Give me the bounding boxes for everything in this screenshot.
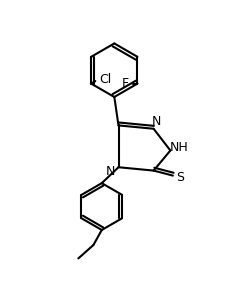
Text: F: F xyxy=(122,77,129,90)
Text: S: S xyxy=(176,171,184,184)
Text: N: N xyxy=(105,165,115,178)
Text: NH: NH xyxy=(169,141,188,154)
Text: N: N xyxy=(151,115,161,128)
Text: Cl: Cl xyxy=(99,73,111,86)
